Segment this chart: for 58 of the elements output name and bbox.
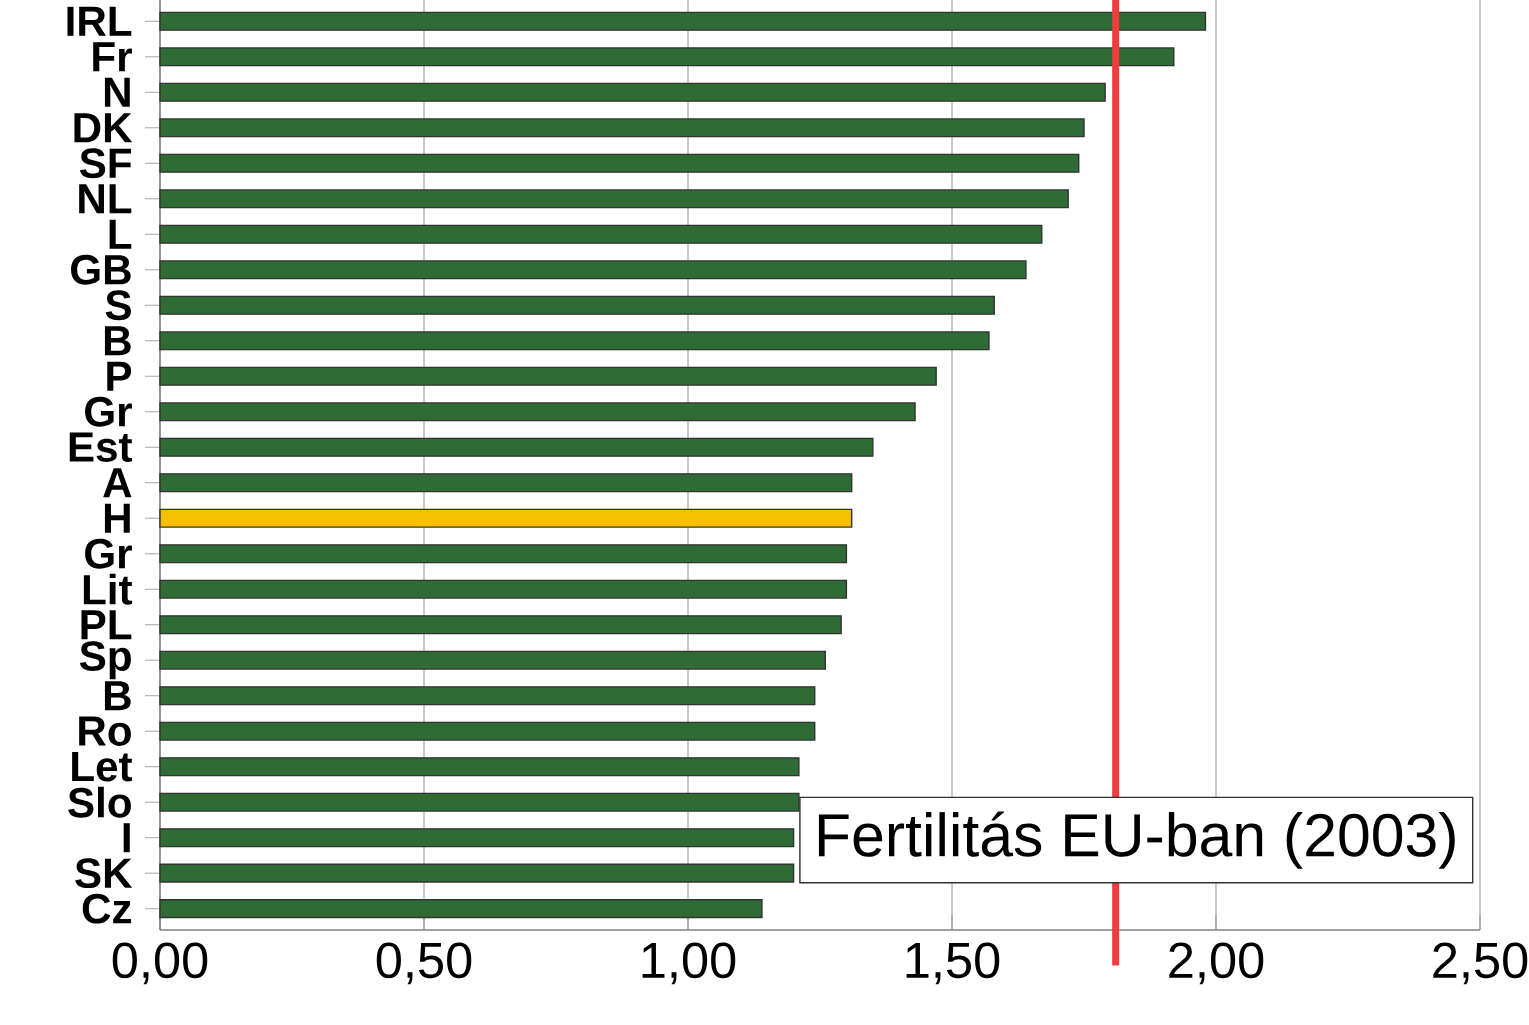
bar (159, 47, 1175, 67)
bar (159, 721, 816, 741)
y-tick-label: Ro (79, 716, 131, 746)
y-tick-label: Slo (68, 786, 131, 818)
y-tick-label: Let (72, 752, 133, 782)
bar (159, 899, 763, 919)
bar (159, 402, 916, 422)
x-tick-label: 1,00 (642, 942, 736, 985)
bar (159, 544, 848, 564)
y-tick-label: B (104, 326, 131, 356)
y-tick-label: H (104, 503, 130, 533)
bar (159, 82, 1106, 102)
bar (159, 828, 795, 848)
y-tick-label: Sp (79, 641, 131, 680)
bar (159, 579, 848, 599)
bar (159, 863, 795, 883)
bar (159, 508, 853, 528)
bar (159, 295, 995, 315)
text: Fertilitás EU-ban (2003) (818, 811, 1455, 869)
y-tick-label: SK (75, 858, 133, 889)
bar (159, 686, 816, 706)
bar (159, 473, 853, 493)
y-tick-label: Lit (83, 573, 133, 605)
y-tick-label: PL (81, 610, 132, 640)
bar (159, 118, 1085, 138)
x-tick-label: 2,50 (1433, 942, 1528, 985)
bar (159, 615, 842, 635)
x-tick-label: 0,00 (112, 942, 208, 985)
x-tick-label: 0,50 (376, 942, 472, 985)
bar (159, 260, 1027, 280)
x-tick-label: 2,00 (1169, 942, 1264, 985)
bar (159, 331, 990, 351)
y-tick-label: Gr (85, 396, 132, 427)
bar (159, 757, 800, 777)
y-tick-label: A (103, 468, 132, 498)
y-tick-label: Cz (82, 893, 132, 924)
y-tick-label: L (109, 219, 132, 249)
y-tick-label: P (107, 361, 132, 391)
y-tick-label: SF (79, 148, 132, 179)
bar (159, 650, 826, 670)
y-tick-label: B (104, 681, 131, 711)
y-tick-label: NL (79, 184, 132, 214)
bar (159, 189, 1069, 209)
bar (159, 224, 1043, 244)
y-tick-label: GB (71, 254, 131, 285)
y-tick-label: I (123, 823, 130, 853)
y-tick-label: Gr (85, 538, 132, 569)
y-tick-label: Fr (93, 42, 132, 72)
bar (159, 11, 1207, 31)
x-tick-label: 1,50 (906, 942, 1000, 985)
y-tick-label: S (105, 290, 131, 321)
y-tick-label: Est (69, 432, 133, 462)
bar (159, 437, 874, 457)
bar (159, 153, 1080, 173)
y-tick-label: N (104, 77, 130, 107)
bar (159, 366, 937, 386)
y-tick-label: DK (74, 113, 133, 143)
y-tick-label: IRL (67, 6, 132, 36)
